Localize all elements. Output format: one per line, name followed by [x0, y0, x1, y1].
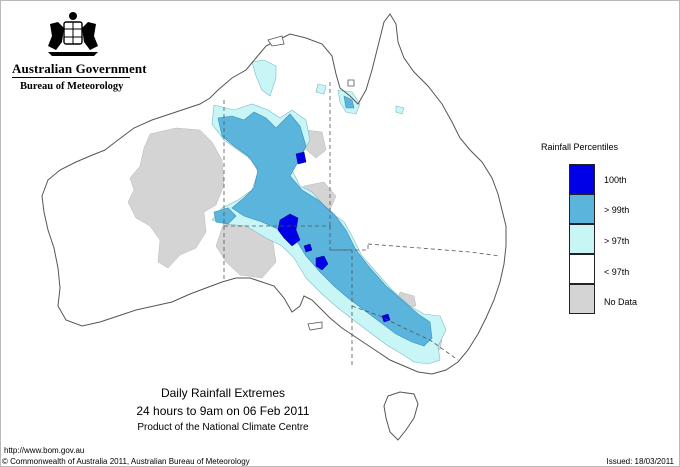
map-period: 24 hours to 9am on 06 Feb 2011	[136, 404, 310, 418]
100th-percentile-regions	[277, 151, 391, 323]
australia-coastline	[41, 13, 507, 375]
above-99th-wa-small	[213, 207, 237, 225]
100th-region-sa	[303, 243, 313, 253]
above-97th-arnhem	[315, 83, 327, 95]
legend-swatch-99th	[569, 194, 595, 224]
above-97th-qld-coast	[395, 105, 405, 115]
islands	[267, 35, 355, 331]
legend-swatch-100th	[569, 164, 595, 194]
map-product-note: Product of the National Climate Centre	[137, 422, 309, 433]
map-title: Daily Rainfall Extremes	[160, 386, 286, 400]
groote-eylandt	[347, 79, 355, 87]
legend-title: Rainfall Percentiles	[541, 142, 619, 152]
no-data-region-west	[127, 127, 225, 269]
legend-label-below-97th: < 97th	[604, 267, 630, 277]
border-qld-nsw	[367, 243, 501, 257]
coat-of-arms-icon	[48, 12, 98, 56]
copyright-text: © Commonwealth of Australia 2011, Austra…	[2, 457, 250, 466]
100th-region-east	[315, 255, 329, 271]
100th-region-main	[277, 213, 301, 247]
legend-label-97th: > 97th	[604, 236, 630, 246]
government-title: Australian Government	[12, 61, 147, 76]
above-99th-band	[217, 111, 433, 347]
legend-label-100th: 100th	[604, 175, 627, 185]
tiwi-islands	[267, 35, 285, 47]
tasmania-coastline	[383, 391, 419, 441]
bureau-title: Bureau of Meteorology	[20, 81, 124, 92]
kangaroo-island	[307, 321, 323, 331]
legend-label-99th: > 99th	[604, 205, 630, 215]
state-borders	[223, 82, 501, 366]
bom-url-link[interactable]: http://www.bom.gov.au	[4, 446, 85, 455]
header-divider	[12, 77, 130, 78]
100th-region-nt	[295, 151, 307, 165]
legend-swatch-no-data	[569, 284, 595, 314]
issued-date: Issued: 18/03/2011	[606, 457, 674, 466]
border-nsw-vic	[351, 305, 459, 361]
border-sa-vic-nsw	[330, 249, 353, 366]
legend-label-no-data: No Data	[604, 297, 638, 307]
border-sa-qld-nsw	[329, 226, 369, 251]
legend-swatch-below-97th	[569, 254, 595, 284]
above-97th-cape-york	[251, 59, 277, 97]
above-99th-gulf	[343, 95, 355, 109]
above-99th-regions	[213, 95, 433, 347]
legend-swatch-97th	[569, 224, 595, 254]
